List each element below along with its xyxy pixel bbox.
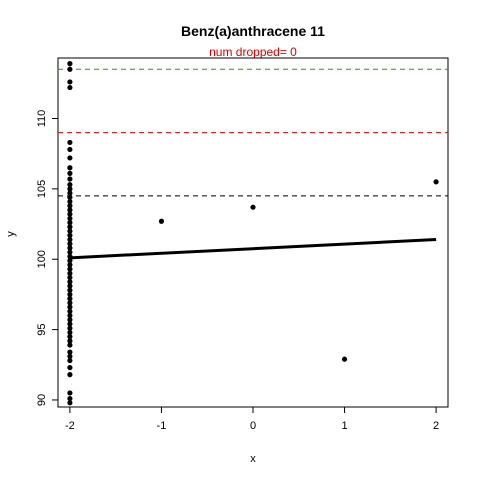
- data-point: [67, 317, 73, 323]
- data-point: [67, 372, 73, 378]
- fit-line: [69, 238, 437, 260]
- x-tick-label: -2: [65, 420, 75, 432]
- data-point: [67, 349, 73, 355]
- data-point: [67, 220, 73, 226]
- data-point: [67, 274, 73, 281]
- data-point: [67, 395, 73, 402]
- data-point: [67, 79, 73, 85]
- data-points: [67, 61, 439, 406]
- data-point: [433, 179, 439, 185]
- x-tick-label: -1: [157, 420, 167, 432]
- data-point: [67, 146, 73, 153]
- data-point: [67, 211, 73, 217]
- data-point: [67, 321, 73, 327]
- data-point: [67, 155, 73, 161]
- chart-subtitle: num dropped= 0: [209, 45, 297, 59]
- data-point: [67, 312, 73, 319]
- data-point: [67, 66, 73, 72]
- chart-title: Benz(a)anthracene 11: [181, 23, 325, 39]
- y-axis-label: y: [5, 231, 17, 237]
- data-point: [67, 176, 73, 182]
- data-point: [67, 279, 73, 285]
- data-point: [67, 342, 73, 348]
- y-tick-label: 110: [36, 110, 48, 128]
- data-point: [67, 300, 73, 306]
- data-point: [67, 357, 73, 364]
- y-axis: 90 95 100 105 110: [36, 110, 58, 406]
- data-point: [67, 84, 73, 91]
- data-point: [67, 190, 73, 196]
- data-point: [67, 390, 73, 396]
- data-point: [67, 262, 73, 268]
- data-point: [67, 270, 73, 276]
- data-point: [67, 245, 73, 251]
- data-point: [67, 194, 73, 200]
- data-point: [67, 325, 73, 331]
- x-axis-label: x: [250, 453, 256, 465]
- data-point: [67, 165, 73, 171]
- x-tick-label: 2: [433, 420, 439, 432]
- data-point: [67, 308, 73, 314]
- y-tick-label: 95: [36, 323, 48, 335]
- y-tick-label: 100: [36, 250, 48, 268]
- data-point: [67, 232, 73, 238]
- data-point: [67, 329, 73, 336]
- x-tick-label: 1: [341, 420, 347, 432]
- data-point: [67, 186, 73, 192]
- data-point: [67, 203, 73, 209]
- data-point: [67, 207, 73, 213]
- data-point: [67, 215, 73, 222]
- fit-line-group: [68, 238, 437, 262]
- data-point: [250, 204, 256, 210]
- data-point: [67, 296, 73, 302]
- data-point: [67, 228, 73, 234]
- data-point: [67, 287, 73, 293]
- data-point: [67, 258, 73, 264]
- x-tick-label: 0: [250, 420, 256, 432]
- x-axis: -2 -1 0 1 2: [65, 407, 439, 432]
- data-point: [67, 353, 73, 359]
- data-point: [67, 400, 73, 406]
- y-tick-label: 90: [36, 394, 48, 406]
- data-point: [67, 224, 73, 230]
- data-point: [67, 61, 73, 67]
- data-point: [67, 241, 73, 247]
- data-point: [67, 170, 73, 176]
- data-point: [67, 338, 73, 344]
- reference-lines: [58, 68, 448, 197]
- data-point: [67, 364, 73, 371]
- data-point: [67, 334, 73, 340]
- data-point: [67, 249, 73, 255]
- data-point: [67, 266, 73, 272]
- data-point: [67, 283, 73, 289]
- data-point: [67, 291, 73, 298]
- data-point: [67, 198, 73, 205]
- y-tick-label: 105: [36, 180, 48, 198]
- data-point: [67, 182, 73, 188]
- data-point: [67, 304, 73, 310]
- data-point: [67, 253, 73, 260]
- data-point: [67, 139, 73, 146]
- data-point: [158, 218, 165, 224]
- plot-frame: [57, 57, 449, 408]
- data-point: [341, 356, 348, 362]
- data-point: [67, 236, 73, 243]
